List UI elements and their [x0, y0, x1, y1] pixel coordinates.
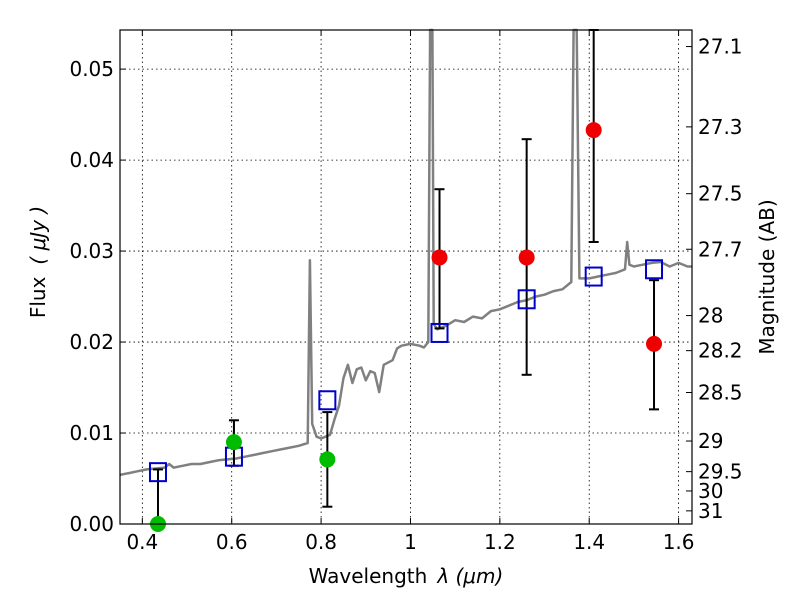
model-square-point [148, 462, 167, 483]
model-square-point [584, 266, 603, 287]
axis-ticks [120, 30, 692, 525]
y-tick-label: 0.02 [69, 330, 114, 354]
x-axis-title: Wavelength λ (μm) [309, 564, 504, 588]
y2-axis-title: Magnitude (AB) [755, 199, 779, 354]
x-tick-labels: 0.4 0.6 0.8 1 1.2 1.4 1.6 [126, 530, 694, 554]
y2-tick-label: 27.7 [698, 237, 743, 261]
nondetection-point [319, 451, 336, 468]
y2-tick-label: 28 [698, 304, 723, 328]
model-square-point [517, 289, 536, 310]
y2-tick-label: 27.3 [698, 115, 743, 139]
x-tick-label: 1.2 [484, 530, 516, 554]
y2-tick-label: 28.5 [698, 380, 743, 404]
y-tick-label: 0.01 [69, 421, 114, 445]
y2-tick-label: 27.1 [698, 35, 743, 59]
y2-tick-label: 30 [698, 479, 723, 503]
y2-tick-label: 29 [698, 429, 723, 453]
detection-point [518, 249, 535, 266]
x-tick-label: 1 [404, 530, 417, 554]
y-tick-label: 0.05 [69, 57, 114, 81]
y2-tick-label: 27.5 [698, 182, 743, 206]
y-tick-label: 0.04 [69, 148, 114, 172]
detection-point [431, 249, 448, 266]
y2-tick-label: 31 [698, 499, 723, 523]
model-square-point [318, 390, 337, 411]
detection-point [585, 122, 602, 139]
plot-frame [119, 29, 693, 525]
model-square-point [430, 322, 449, 343]
nondetection-point [225, 434, 242, 451]
x-tick-label: 1.6 [663, 530, 695, 554]
y-tick-labels: 0.00 0.01 0.02 0.03 0.04 0.05 [69, 57, 114, 536]
y-tick-label: 0.00 [69, 512, 114, 536]
data-markers [148, 122, 664, 532]
model-square-point [645, 259, 664, 280]
x-tick-label: 1.4 [573, 530, 605, 554]
x-tick-label: 0.6 [216, 530, 248, 554]
detection-point [646, 335, 663, 352]
x-tick-label: 0.8 [305, 530, 337, 554]
y-tick-label: 0.03 [69, 239, 114, 263]
y-axis-title: Flux( μJy ) [26, 206, 50, 318]
y2-tick-label: 28.2 [698, 339, 743, 363]
y2-tick-label: 29.5 [698, 460, 743, 484]
x-tick-label: 0.4 [126, 530, 158, 554]
